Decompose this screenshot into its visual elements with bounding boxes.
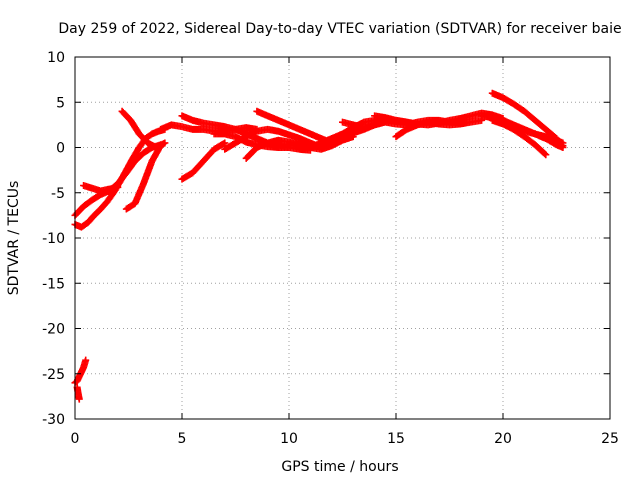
data-series [71, 89, 567, 403]
x-tick-label: 0 [71, 431, 80, 447]
x-tick-label: 10 [280, 431, 298, 447]
y-tick-label: -25 [42, 367, 65, 383]
series-arc-7 [122, 142, 165, 213]
series-arc-5 [80, 182, 122, 195]
x-tick-label: 25 [601, 431, 619, 447]
series-arc-1 [71, 356, 90, 387]
data-point [541, 150, 549, 158]
y-tick-label: -10 [42, 231, 65, 247]
data-point [559, 144, 567, 151]
series-arc-12 [221, 125, 325, 153]
x-axis-label: GPS time / hours [281, 459, 398, 475]
chart-title: Day 259 of 2022, Sidereal Day-to-day VTE… [58, 21, 621, 37]
x-tick-label: 20 [494, 431, 512, 447]
series-arc-19 [392, 116, 486, 141]
data-point [221, 139, 229, 147]
y-tick-label: 0 [56, 141, 65, 157]
x-tick-label: 5 [178, 431, 187, 447]
data-point [114, 183, 122, 191]
data-point [157, 142, 165, 150]
y-tick-label: -15 [42, 276, 65, 292]
series-arc-10 [178, 139, 229, 183]
x-tick-label: 15 [387, 431, 405, 447]
y-tick-label: 10 [47, 50, 65, 66]
y-tick-label: 5 [56, 95, 65, 111]
axis-ticks: 0 5 10 15 20 25 -30 -25 -20 -15 -10 -5 0 5 10 [42, 50, 619, 447]
y-tick-label: -30 [42, 412, 65, 428]
data-point [75, 395, 83, 403]
series-arc-24 [531, 130, 567, 151]
data-point [161, 139, 169, 147]
y-tick-label: -5 [51, 186, 65, 202]
data-point [542, 151, 550, 159]
y-axis-label: SDTVAR / TECUs [6, 181, 22, 296]
data-point [82, 356, 90, 364]
y-tick-label: -20 [42, 322, 65, 338]
